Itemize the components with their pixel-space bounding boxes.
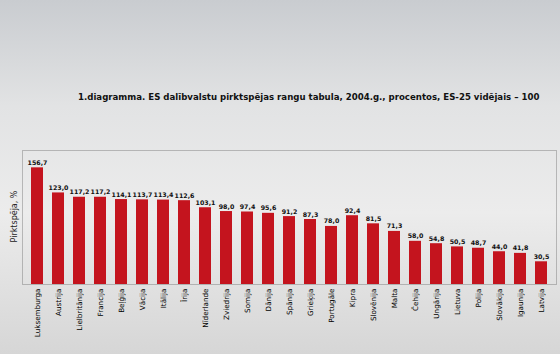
svg-text:41,8: 41,8: [513, 244, 529, 251]
svg-text:Vācija: Vācija: [138, 289, 147, 311]
svg-text:Ungārija: Ungārija: [432, 289, 441, 319]
svg-text:Kipra: Kipra: [348, 289, 357, 308]
svg-text:Beļģija: Beļģija: [117, 289, 126, 313]
svg-text:97,4: 97,4: [240, 203, 256, 210]
svg-text:95,6: 95,6: [261, 204, 277, 211]
svg-text:Lielbritānija: Lielbritānija: [75, 289, 84, 331]
svg-text:Itālija: Itālija: [159, 289, 168, 309]
svg-text:Latvija: Latvija: [537, 289, 546, 313]
svg-text:44,0: 44,0: [492, 243, 508, 250]
svg-text:Igaunija: Igaunija: [516, 289, 525, 318]
svg-text:Īrija: Īrija: [180, 289, 189, 302]
svg-text:87,3: 87,3: [303, 211, 319, 218]
svg-text:48,7: 48,7: [471, 239, 487, 246]
svg-text:112,6: 112,6: [175, 192, 196, 199]
svg-text:123,0: 123,0: [49, 184, 70, 191]
svg-text:91,2: 91,2: [282, 208, 298, 215]
svg-text:Dānija: Dānija: [264, 289, 273, 312]
svg-text:103,1: 103,1: [196, 199, 216, 206]
svg-text:50,5: 50,5: [450, 238, 466, 245]
html-text:1.diagramma. ES dalībvalstu pi: 1.diagramma. ES dalībvalstu pirktspējas …: [78, 92, 540, 102]
svg-text:Austrija: Austrija: [54, 289, 63, 316]
svg-text:Slovākija: Slovākija: [495, 289, 504, 321]
svg-text:113,4: 113,4: [154, 191, 175, 198]
svg-text:Portugāle: Portugāle: [327, 288, 336, 323]
svg-text:Čehija: Čehija: [411, 289, 420, 311]
svg-text:Zviedrija: Zviedrija: [222, 289, 231, 321]
svg-text:Malta: Malta: [390, 289, 399, 309]
svg-text:114,1: 114,1: [112, 191, 132, 198]
svg-text:Luksemburga: Luksemburga: [33, 289, 42, 338]
svg-text:117,2: 117,2: [70, 188, 90, 195]
svg-text:98,0: 98,0: [219, 203, 235, 210]
svg-text:92,4: 92,4: [345, 207, 361, 214]
svg-text:Slovēnija: Slovēnija: [369, 289, 378, 322]
svg-text:30,5: 30,5: [534, 253, 550, 260]
html-text:Pirktspēja, %: Pirktspēja, %: [9, 190, 19, 243]
svg-text:71,3: 71,3: [387, 222, 403, 229]
svg-text:Nīderlande: Nīderlande: [201, 288, 210, 328]
svg-text:78,0: 78,0: [324, 217, 340, 224]
svg-text:Lietuva: Lietuva: [453, 289, 462, 315]
svg-text:54,8: 54,8: [429, 235, 445, 242]
svg-text:156,7: 156,7: [28, 159, 48, 166]
svg-text:117,2: 117,2: [91, 188, 111, 195]
svg-text:Spānija: Spānija: [285, 289, 294, 315]
svg-text:Grieķija: Grieķija: [306, 289, 315, 317]
svg-text:Somija: Somija: [243, 289, 252, 313]
svg-text:81,5: 81,5: [366, 215, 382, 222]
svg-text:113,7: 113,7: [133, 191, 153, 198]
svg-text:Polija: Polija: [474, 289, 483, 308]
svg-text:Francija: Francija: [96, 289, 105, 317]
svg-text:58,0: 58,0: [408, 232, 424, 239]
